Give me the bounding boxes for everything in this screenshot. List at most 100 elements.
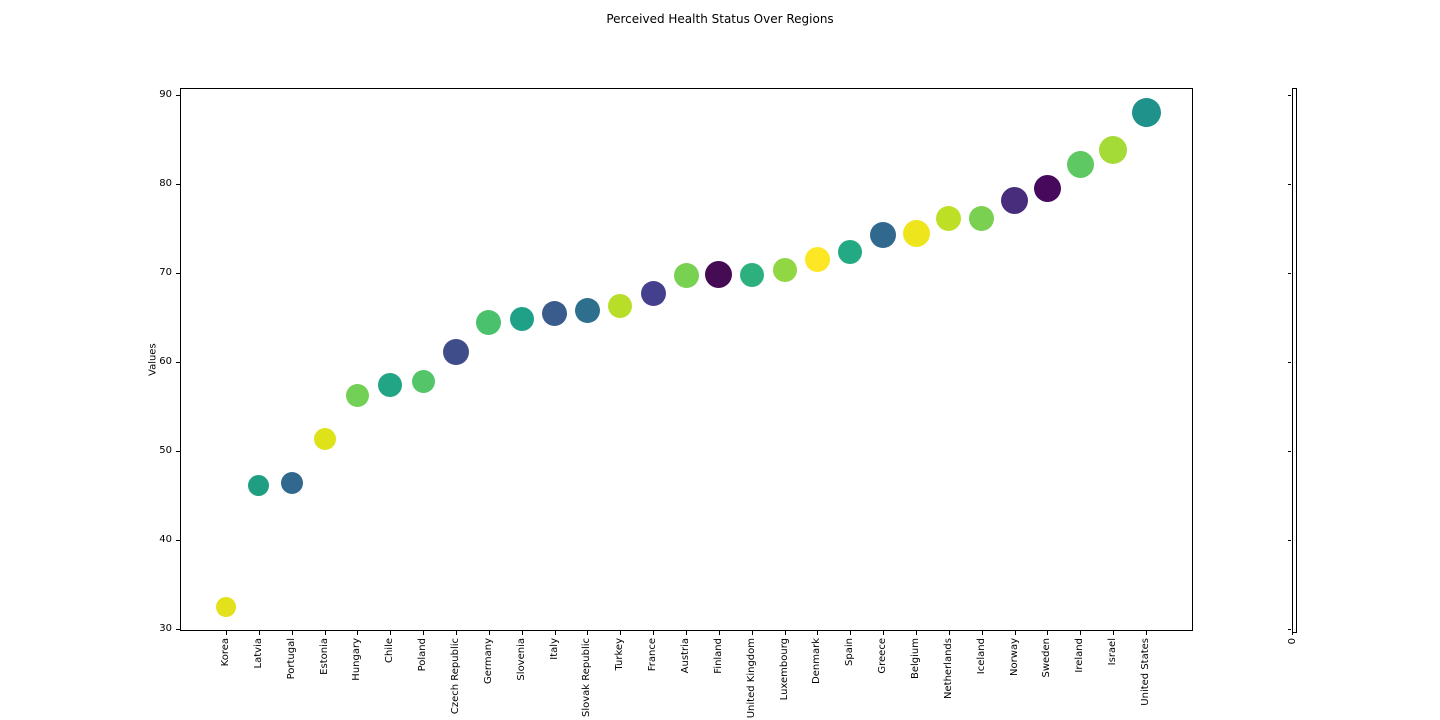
x-tick-label: Germany	[482, 638, 494, 684]
data-point	[345, 383, 369, 407]
x-tick-mark	[324, 631, 326, 635]
secondary-y-tick-mark	[1288, 273, 1291, 275]
data-point	[542, 300, 568, 326]
x-tick-mark	[1146, 631, 1147, 635]
data-point	[838, 239, 863, 264]
x-tick-mark	[390, 631, 392, 635]
x-tick-mark	[587, 631, 589, 635]
data-point	[509, 307, 534, 332]
x-tick-label: Italy	[548, 638, 560, 660]
data-point	[936, 206, 962, 232]
x-tick-label: Slovenia	[515, 638, 527, 681]
x-tick-mark	[1113, 631, 1115, 635]
x-tick-label: Spain	[844, 638, 856, 666]
x-tick-mark	[258, 631, 260, 635]
x-tick-label: Norway	[1008, 638, 1020, 676]
data-point	[378, 373, 403, 398]
data-point	[476, 309, 502, 335]
x-tick-label: Belgium	[910, 638, 921, 679]
secondary-y-tick-mark	[1288, 629, 1291, 631]
data-point	[411, 370, 435, 394]
data-point	[1001, 186, 1029, 214]
y-tick-mark	[176, 629, 180, 631]
x-tick-mark	[1014, 631, 1016, 635]
y-tick-label: 50	[159, 445, 172, 457]
y-tick-label: 90	[159, 89, 172, 101]
x-tick-mark	[423, 631, 425, 635]
x-tick-label: Latvia	[252, 638, 264, 669]
secondary-y-tick-mark	[1288, 184, 1291, 186]
x-tick-label: Poland	[417, 638, 429, 672]
x-tick-label: Greece	[877, 638, 889, 674]
x-tick-label: Denmark	[811, 638, 823, 684]
x-tick-label: Turkey	[614, 638, 626, 671]
y-tick-mark	[176, 95, 180, 97]
y-tick-label: 40	[159, 534, 172, 546]
x-tick-label: Hungary	[351, 638, 363, 681]
x-tick-label: France	[647, 638, 659, 672]
data-point	[443, 338, 469, 365]
x-tick-label: Ireland	[1074, 638, 1086, 673]
x-tick-label: Portugal	[285, 638, 297, 680]
x-tick-mark	[554, 631, 556, 635]
y-tick-label: 30	[159, 623, 172, 635]
secondary-axis	[1292, 88, 1297, 633]
data-point	[870, 221, 897, 248]
x-tick-label: United Kingdom	[745, 638, 757, 719]
x-tick-mark	[226, 631, 227, 635]
data-point	[1033, 175, 1061, 203]
secondary-y-tick-mark	[1288, 95, 1291, 97]
x-tick-mark	[718, 631, 720, 635]
x-tick-mark	[653, 631, 655, 635]
x-tick-label: Austria	[680, 638, 691, 674]
x-tick-mark	[850, 631, 852, 635]
y-tick-label: 70	[159, 267, 172, 279]
data-point	[280, 472, 303, 495]
secondary-y-tick-mark	[1288, 362, 1291, 364]
x-tick-mark	[686, 631, 687, 635]
y-tick-mark	[176, 362, 180, 364]
data-point	[804, 247, 830, 273]
data-point	[1066, 151, 1094, 179]
data-point	[1099, 136, 1128, 165]
x-tick-label: Luxembourg	[778, 638, 790, 701]
x-tick-mark	[620, 631, 622, 635]
x-tick-mark	[291, 631, 293, 635]
data-point	[313, 427, 336, 450]
chart-title: Perceived Health Status Over Regions	[606, 12, 834, 26]
x-tick-mark	[521, 631, 523, 635]
x-tick-mark	[948, 631, 950, 635]
y-tick-mark	[176, 184, 180, 186]
x-tick-label: Slovak Republic	[581, 638, 593, 717]
x-tick-label: Iceland	[975, 638, 987, 675]
data-point	[574, 298, 600, 323]
x-tick-mark	[488, 631, 490, 635]
x-tick-mark	[456, 631, 457, 635]
x-tick-mark	[357, 631, 359, 635]
data-point	[739, 262, 764, 287]
plot-area	[180, 88, 1193, 631]
x-tick-mark	[1080, 631, 1082, 635]
secondary-x-tick-label: 0	[1287, 638, 1298, 645]
data-point	[772, 257, 797, 282]
x-tick-mark	[751, 631, 753, 635]
x-tick-label: Finland	[712, 638, 724, 674]
x-tick-label: Chile	[384, 638, 396, 664]
x-tick-label: Sweden	[1041, 638, 1053, 678]
y-tick-label: 60	[159, 356, 172, 368]
x-tick-label: United States	[1140, 638, 1151, 706]
x-tick-mark	[1047, 631, 1049, 635]
data-point	[673, 263, 699, 289]
y-tick-mark	[176, 273, 180, 275]
y-tick-mark	[176, 451, 180, 453]
x-tick-label: Korea	[220, 638, 231, 667]
data-point	[1131, 98, 1161, 128]
data-point	[608, 294, 633, 319]
x-tick-mark	[916, 631, 917, 635]
data-point	[902, 219, 930, 247]
x-tick-label: Estonia	[318, 638, 330, 675]
x-tick-mark	[817, 631, 819, 635]
x-tick-mark	[883, 631, 885, 635]
x-tick-mark	[784, 631, 786, 635]
